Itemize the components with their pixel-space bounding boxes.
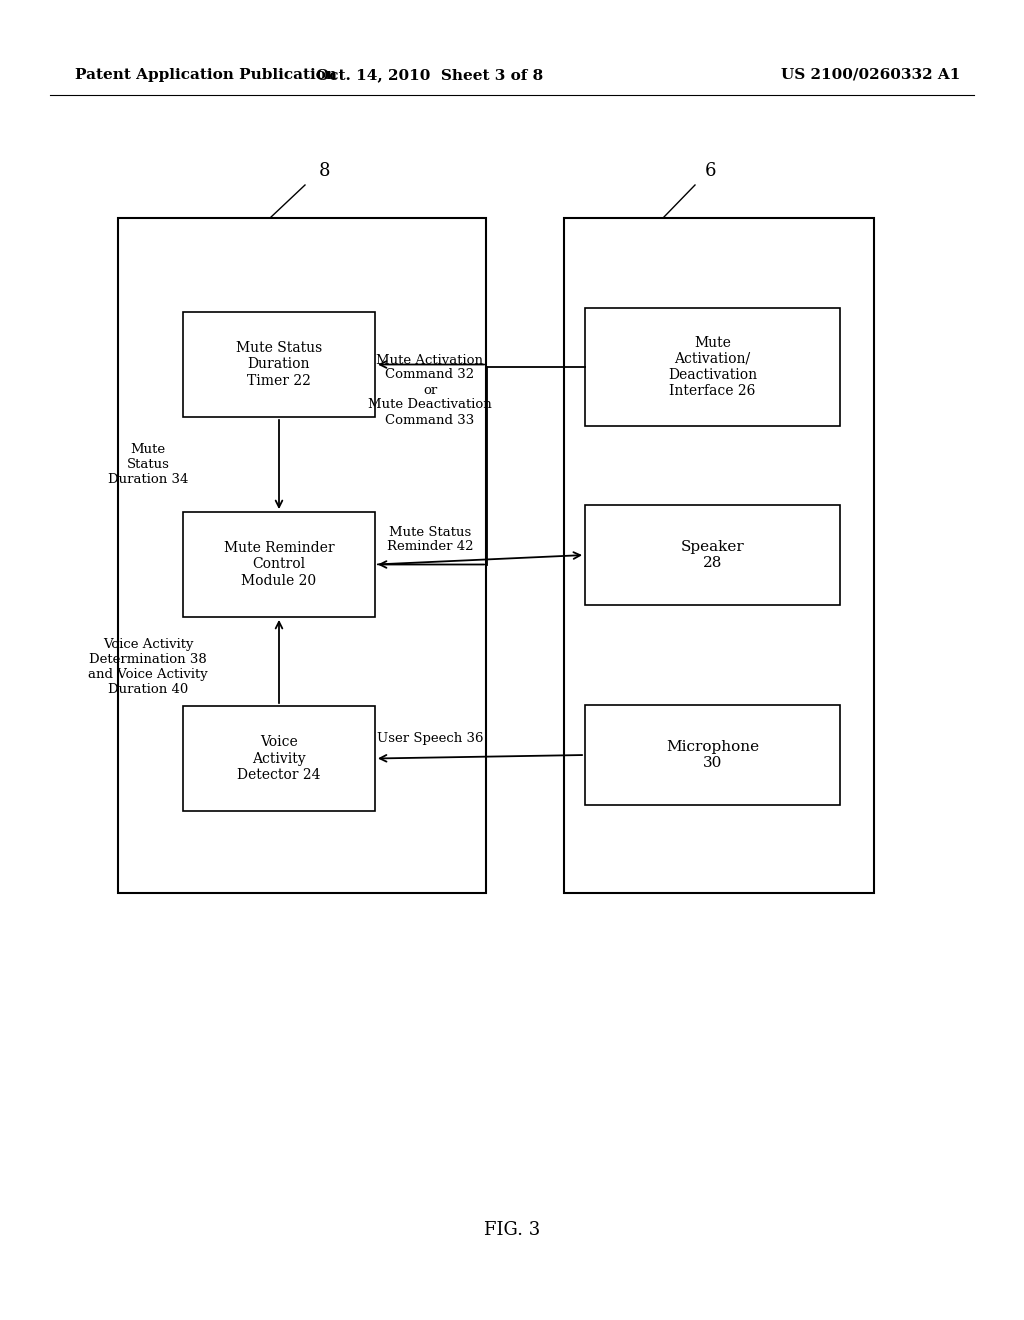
- Text: Microphone
30: Microphone 30: [666, 741, 759, 770]
- Text: Voice Activity
Determination 38
and Voice Activity
Duration 40: Voice Activity Determination 38 and Voic…: [88, 638, 208, 696]
- Text: Voice
Activity
Detector 24: Voice Activity Detector 24: [238, 735, 321, 781]
- Text: 6: 6: [705, 162, 716, 180]
- Text: User Speech 36: User Speech 36: [377, 733, 483, 744]
- Bar: [585, 506, 840, 605]
- Text: Oct. 14, 2010  Sheet 3 of 8: Oct. 14, 2010 Sheet 3 of 8: [316, 69, 544, 82]
- Text: US 2100/0260332 A1: US 2100/0260332 A1: [780, 69, 961, 82]
- Text: Patent Application Publication: Patent Application Publication: [75, 69, 337, 82]
- Bar: [183, 706, 375, 810]
- Bar: [118, 218, 486, 894]
- Text: FIG. 3: FIG. 3: [484, 1221, 540, 1239]
- Text: Mute
Activation/
Deactivation
Interface 26: Mute Activation/ Deactivation Interface …: [668, 335, 757, 399]
- Text: Mute Activation
Command 32
or
Mute Deactivation
Command 33: Mute Activation Command 32 or Mute Deact…: [368, 354, 492, 426]
- Bar: [585, 705, 840, 805]
- Text: Mute Status
Duration
Timer 22: Mute Status Duration Timer 22: [236, 342, 323, 388]
- Text: Mute Status
Reminder 42: Mute Status Reminder 42: [387, 525, 473, 553]
- Bar: [564, 218, 874, 894]
- Text: Mute Reminder
Control
Module 20: Mute Reminder Control Module 20: [223, 541, 334, 587]
- Text: Speaker
28: Speaker 28: [681, 540, 744, 570]
- Bar: [585, 308, 840, 426]
- Bar: [183, 312, 375, 417]
- Text: Mute
Status
Duration 34: Mute Status Duration 34: [108, 444, 188, 486]
- Text: 8: 8: [319, 162, 331, 180]
- Bar: [183, 512, 375, 616]
